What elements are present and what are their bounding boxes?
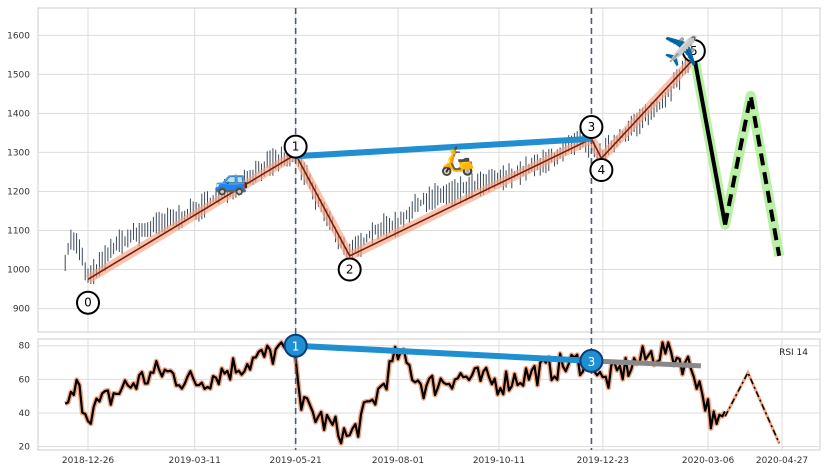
pattern-marker-label: 0: [84, 296, 92, 310]
rsi-trend-line: [591, 358, 702, 369]
x-tick: 2020-03-06: [682, 456, 735, 466]
x-tick: 2019-08-01: [372, 456, 424, 466]
rsi-marker-label: 3: [588, 355, 596, 369]
rsi-marker-label: 1: [292, 340, 300, 354]
upper-y-tick: 1200: [7, 187, 30, 197]
rsi-line: [64, 341, 727, 445]
upper-y-tick: 1100: [7, 227, 30, 237]
upper-y-tick: 1500: [7, 70, 30, 80]
rsi-legend: RSI 14: [779, 348, 808, 358]
forecast-solid-leg: [693, 62, 728, 226]
lower-y-tick: 60: [19, 375, 31, 385]
rsi-marker-1: [283, 333, 308, 358]
pattern-marker-1: [283, 134, 308, 159]
upper-y-tick: 900: [13, 305, 30, 315]
pattern-marker-label: 5: [690, 44, 698, 58]
upper-y-tick: 1000: [7, 266, 30, 276]
pattern-overlay: [85, 55, 785, 284]
rsi-series: [64, 339, 781, 446]
lower-y-tick: 40: [19, 409, 31, 419]
pattern-line: [87, 58, 695, 280]
rsi-marker-3: [579, 348, 604, 373]
pattern-marker-5: [681, 38, 706, 63]
pattern-marker-3: [579, 115, 604, 140]
pattern-markers: 0 1 2 3 4 5 1 3: [76, 38, 706, 373]
upper-y-tick: 1300: [7, 148, 30, 158]
pattern-marker-2: [337, 257, 362, 282]
x-tick: 2020-04-27: [756, 456, 808, 466]
forecast-dashed-leg: [723, 93, 782, 257]
upper-y-tick: 1400: [7, 109, 30, 119]
x-tick: 2019-10-11: [473, 456, 525, 466]
pattern-marker-label: 3: [588, 120, 596, 134]
y-tick-labels: 900 1000 1100 1200 1300 1400 1500 1600 20 40 60 80: [7, 31, 30, 452]
lower-y-tick: 80: [19, 342, 31, 352]
pattern-marker-label: 4: [598, 163, 606, 177]
rsi-divergence-line: [295, 342, 592, 364]
upper-y-tick: 1600: [7, 31, 30, 41]
x-tick: 2019-05-21: [269, 456, 321, 466]
x-tick: 2019-12-23: [577, 456, 629, 466]
x-tick: 2019-03-11: [169, 456, 221, 466]
pattern-marker-label: 1: [292, 140, 300, 154]
icons: 🚙 🛵 ✈️: [214, 34, 698, 197]
pattern-marker-4: [589, 158, 614, 182]
rsi-forecast-line: [724, 370, 780, 444]
airplane-icon: ✈️: [664, 34, 699, 68]
car-icon: 🚙: [214, 164, 249, 197]
x-tick: 2018-12-26: [62, 456, 115, 466]
lower-y-tick: 20: [19, 443, 31, 453]
pattern-marker-label: 2: [346, 263, 354, 277]
x-tick-labels: 2018-12-26 2019-03-11 2019-05-21 2019-08-01…: [62, 456, 808, 466]
grid: [38, 8, 820, 450]
pattern-marker-0: [76, 290, 100, 315]
scooter-icon: 🛵: [440, 144, 475, 177]
vertical-markers: [294, 8, 593, 450]
price-divergence-line: [295, 135, 592, 160]
